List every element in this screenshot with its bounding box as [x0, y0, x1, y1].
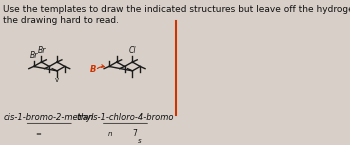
- Text: n: n: [107, 131, 112, 137]
- Text: Br: Br: [38, 46, 46, 55]
- Text: cis-1-bromo-2-methyl: cis-1-bromo-2-methyl: [4, 113, 94, 122]
- FancyArrowPatch shape: [97, 65, 104, 69]
- Text: Cl: Cl: [129, 46, 136, 55]
- Text: Use the templates to draw the indicated structures but leave off the hydrogens s: Use the templates to draw the indicated …: [3, 5, 350, 25]
- Text: v: v: [55, 77, 59, 83]
- Text: Br: Br: [29, 51, 38, 60]
- Text: =: =: [36, 131, 42, 137]
- Text: B: B: [90, 65, 96, 74]
- Text: s: s: [138, 138, 141, 144]
- Text: 7: 7: [132, 129, 137, 138]
- Text: trans-1-chloro-4-bromo: trans-1-chloro-4-bromo: [77, 113, 174, 122]
